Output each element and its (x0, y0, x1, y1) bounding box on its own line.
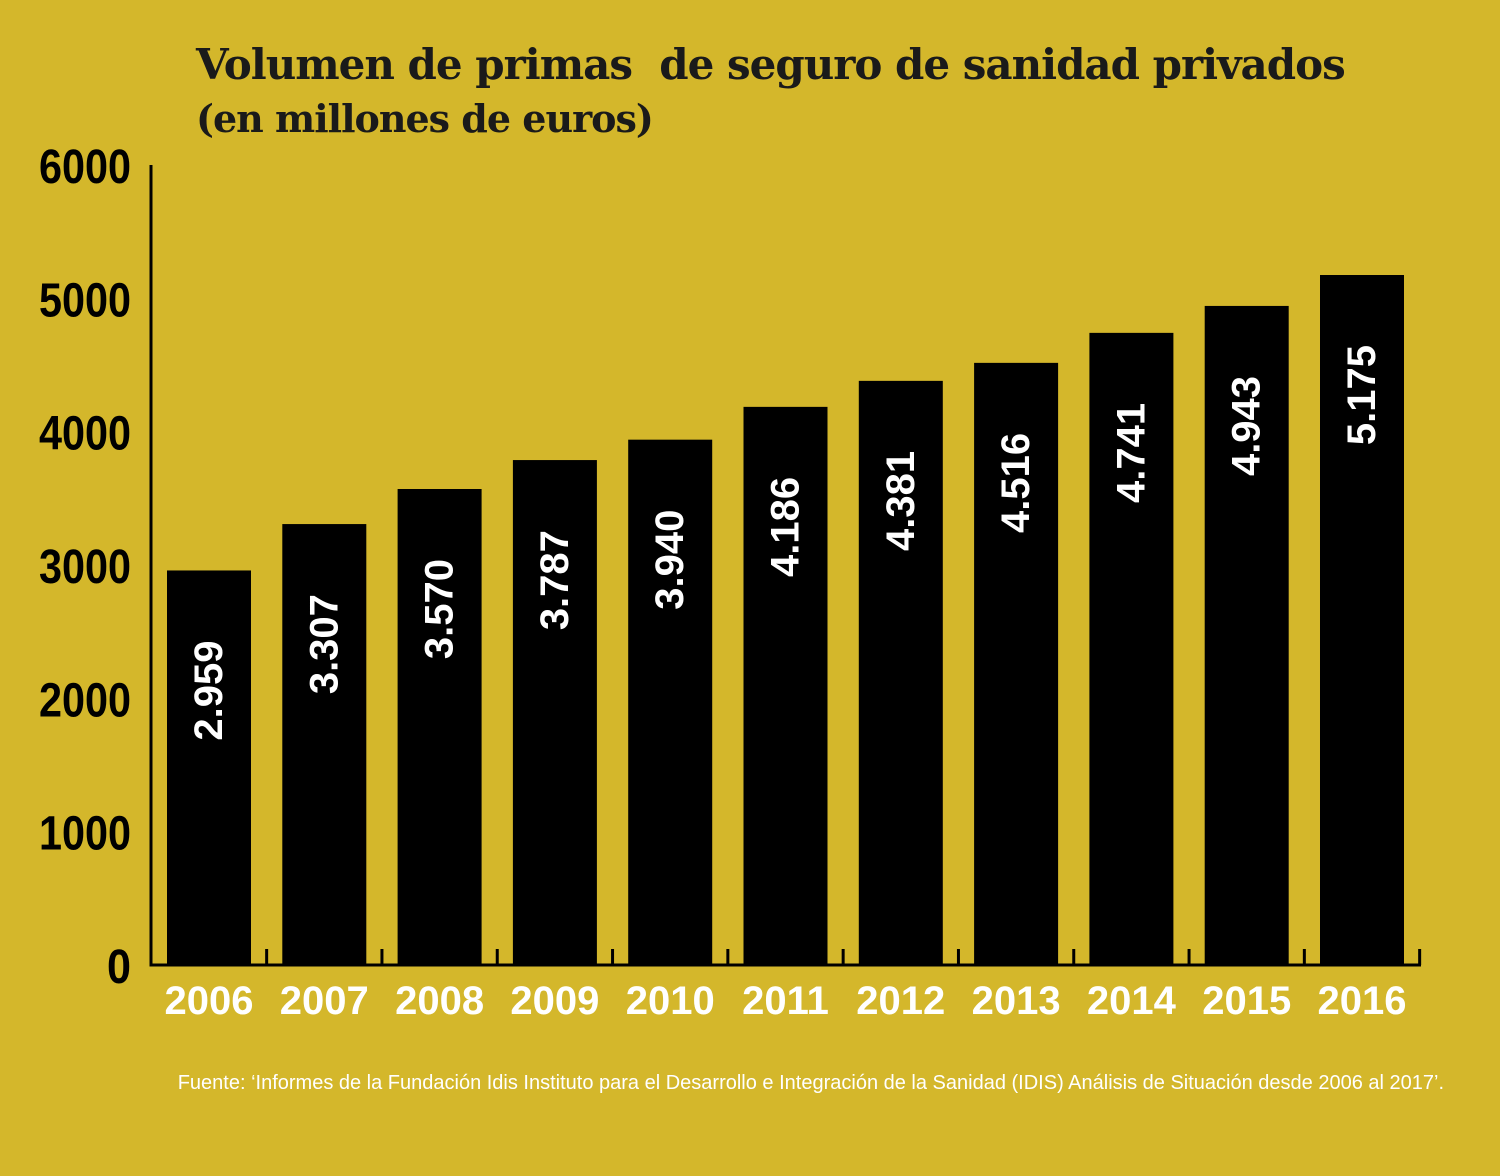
chart-subtitle: (en millones de euros) (196, 96, 654, 141)
bar (974, 362, 1059, 965)
bar-group: 2.959 3.307 3.570 3.787 3.940 4.186 4.381 4.516… (167, 275, 1404, 966)
bar (1089, 332, 1174, 965)
bar (282, 524, 367, 965)
chart-title: Volumen de primas de seguro de sanidad p… (196, 40, 1346, 89)
bar-value-label: 4.516 (994, 433, 1038, 533)
y-tick-label: 3000 (39, 541, 131, 594)
axes (149, 165, 1422, 967)
bar-value-label: 3.787 (533, 530, 577, 630)
x-tick-label: 2008 (395, 979, 484, 1023)
x-tick-label: 2010 (626, 979, 715, 1023)
x-tick-label: 2015 (1202, 979, 1291, 1023)
x-tick-label: 2006 (165, 979, 254, 1023)
x-tick-label: 2009 (510, 979, 599, 1023)
bar-value-label: 4.741 (1109, 403, 1153, 503)
y-tick-label: 5000 (39, 274, 131, 327)
x-tick-label: 2007 (280, 979, 369, 1023)
y-tick-label: 2000 (39, 674, 131, 727)
x-axis-ticks: 2006 2007 2008 2009 2010 2011 2012 2013 2014 2015… (165, 979, 1407, 1023)
x-tick-label: 2011 (742, 979, 829, 1023)
bar (858, 380, 943, 965)
bar (1204, 305, 1289, 965)
bar (397, 489, 482, 965)
bar (512, 460, 597, 965)
bar-value-label: 3.570 (418, 559, 462, 659)
bar-value-label: 4.186 (764, 477, 808, 577)
bar (743, 406, 828, 965)
bar-value-label: 3.307 (302, 594, 346, 694)
bar-value-label: 4.943 (1225, 376, 1269, 476)
y-tick-label: 4000 (39, 408, 131, 461)
y-tick-label: 1000 (39, 808, 131, 861)
y-tick-label: 6000 (39, 141, 131, 194)
bar-value-label: 2.959 (187, 640, 231, 740)
x-tick-label: 2013 (972, 979, 1061, 1023)
bar (1320, 275, 1404, 965)
bar (167, 570, 251, 965)
bar-value-label: 5.175 (1340, 345, 1384, 445)
x-tick-label: 2014 (1087, 979, 1177, 1023)
x-tick-label: 2012 (856, 979, 945, 1023)
bar (628, 439, 713, 966)
y-tick-label: 0 (107, 941, 131, 994)
bar-value-label: 4.381 (879, 451, 923, 551)
y-axis-ticks: 0 1000 2000 3000 4000 5000 6000 (39, 141, 131, 994)
source-note: Fuente: ‘Informes de la Fundación Idis I… (177, 1072, 1444, 1094)
x-tick-label: 2016 (1318, 979, 1407, 1023)
bar-value-label: 3.940 (648, 510, 692, 610)
